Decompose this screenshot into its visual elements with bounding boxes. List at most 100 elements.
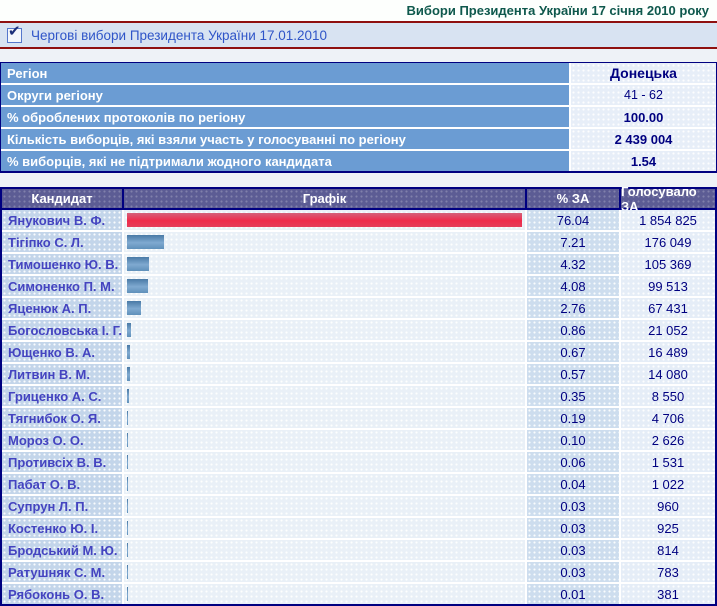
candidate-name: Тягнибок О. Я.: [2, 408, 122, 428]
percent-value: 0.03: [527, 496, 619, 516]
graph-cell: [124, 540, 525, 560]
percent-value: 0.03: [527, 562, 619, 582]
result-bar: [127, 389, 129, 403]
result-row: Тягнибок О. Я. 0.19 4 706: [2, 408, 715, 428]
percent-value: 7.21: [527, 232, 619, 252]
result-row: Пабат О. В. 0.04 1 022: [2, 474, 715, 494]
candidate-name: Литвин В. М.: [2, 364, 122, 384]
candidate-name: Янукович В. Ф.: [2, 210, 122, 230]
results-table-header: Кандидат Графік% ЗА Голосувало ЗА: [2, 184, 715, 214]
result-bar: [127, 477, 128, 491]
candidate-name: Гриценко А. С.: [2, 386, 122, 406]
percent-value: 0.04: [527, 474, 619, 494]
checked-checkbox-icon[interactable]: ✔: [7, 24, 22, 43]
result-bar: [127, 367, 130, 381]
result-bar: [127, 433, 128, 447]
result-row: Богословська І. Г. 0.86 21 052: [2, 320, 715, 340]
graph-cell: [124, 386, 525, 406]
region-info-row: % виборців, які не підтримали жодного ка…: [1, 151, 716, 171]
percent-value: 0.86: [527, 320, 619, 340]
percent-value: 0.03: [527, 540, 619, 560]
graph-cell: [124, 584, 525, 604]
votes-value: 67 431: [621, 298, 715, 318]
votes-value: 99 513: [621, 276, 715, 296]
graph-cell: [124, 298, 525, 318]
result-bar: [127, 323, 131, 337]
result-row: Супрун Л. П. 0.03 960: [2, 496, 715, 516]
result-bar: [127, 345, 130, 359]
votes-value: 2 626: [621, 430, 715, 450]
result-row: Симоненко П. М. 4.08 99 513: [2, 276, 715, 296]
result-bar: [127, 565, 128, 579]
election-title: Чергові вибори Президента України 17.01.…: [31, 27, 328, 43]
percent-value: 0.57: [527, 364, 619, 384]
percent-value: 2.76: [527, 298, 619, 318]
graph-cell: [124, 496, 525, 516]
graph-cell: [124, 364, 525, 384]
candidate-name: Супрун Л. П.: [2, 496, 122, 516]
result-row: Литвин В. М. 0.57 14 080: [2, 364, 715, 384]
graph-cell: [124, 562, 525, 582]
result-row: Яценюк А. П. 2.76 67 431: [2, 298, 715, 318]
percent-value: 4.32: [527, 254, 619, 274]
candidate-name: Ющенко В. А.: [2, 342, 122, 362]
graph-cell: [124, 276, 525, 296]
candidate-name: Рябоконь О. В.: [2, 584, 122, 604]
votes-value: 176 049: [621, 232, 715, 252]
region-info-table: Регіон Донецька Округи регіону 41 - 62% обр…: [0, 62, 717, 173]
votes-value: 783: [621, 562, 715, 582]
votes-value: 16 489: [621, 342, 715, 362]
candidate-name: Противсіх В. В.: [2, 452, 122, 472]
region-info-row: % оброблених протоколів по регіону 100.00: [1, 107, 716, 127]
candidate-name: Тимошенко Ю. В.: [2, 254, 122, 274]
result-row: Гриценко А. С. 0.35 8 550: [2, 386, 715, 406]
candidate-name: Богословська І. Г.: [2, 320, 122, 340]
graph-cell: [124, 254, 525, 274]
check-mark-icon: ✔: [8, 22, 21, 40]
result-bar: [127, 543, 128, 557]
candidate-name: Симоненко П. М.: [2, 276, 122, 296]
result-bar: [127, 587, 128, 601]
election-selector-bar[interactable]: ✔ Чергові вибори Президента України 17.0…: [0, 21, 717, 49]
candidate-name: Бродський М. Ю.: [2, 540, 122, 560]
region-info-label: % виборців, які не підтримали жодного ка…: [1, 151, 569, 171]
result-row: Ющенко В. А. 0.67 16 489: [2, 342, 715, 362]
percent-value: 0.03: [527, 518, 619, 538]
result-bar: [127, 499, 128, 513]
region-info-value: Донецька: [571, 63, 716, 83]
percent-value: 0.01: [527, 584, 619, 604]
result-row: Бродський М. Ю. 0.03 814: [2, 540, 715, 560]
candidate-name: Яценюк А. П.: [2, 298, 122, 318]
region-info-value: 2 439 004: [571, 129, 716, 149]
result-row: Противсіх В. В. 0.06 1 531: [2, 452, 715, 472]
column-header-graph: Графік: [124, 189, 525, 208]
region-info-label: % оброблених протоколів по регіону: [1, 107, 569, 127]
graph-cell: [124, 342, 525, 362]
candidate-name: Мороз О. О.: [2, 430, 122, 450]
graph-cell: [124, 474, 525, 494]
percent-value: 0.10: [527, 430, 619, 450]
region-info-row: Регіон Донецька: [1, 63, 716, 83]
votes-value: 1 531: [621, 452, 715, 472]
percent-value: 0.06: [527, 452, 619, 472]
percent-value: 0.35: [527, 386, 619, 406]
candidate-name: Костенко Ю. І.: [2, 518, 122, 538]
votes-value: 960: [621, 496, 715, 516]
result-row: Тимошенко Ю. В. 4.32 105 369: [2, 254, 715, 274]
candidate-name: Пабат О. В.: [2, 474, 122, 494]
result-bar: [127, 455, 128, 469]
graph-cell: [124, 232, 525, 252]
candidate-name: Тігіпко С. Л.: [2, 232, 122, 252]
result-row: Янукович В. Ф. 76.04 1 854 825: [2, 210, 715, 230]
candidate-name: Ратушняк С. М.: [2, 562, 122, 582]
result-bar: [127, 235, 164, 249]
results-table-body: Янукович В. Ф. 76.04 1 854 825 Тігіпко С. Л…: [2, 210, 715, 604]
region-info-row: Округи регіону 41 - 62: [1, 85, 716, 105]
votes-value: 381: [621, 584, 715, 604]
result-row: Тігіпко С. Л. 7.21 176 049: [2, 232, 715, 252]
column-header-percent: % ЗА: [527, 189, 619, 208]
result-row: Рябоконь О. В. 0.01 381: [2, 584, 715, 604]
result-row: Костенко Ю. І. 0.03 925: [2, 518, 715, 538]
result-bar: [127, 213, 522, 227]
votes-value: 814: [621, 540, 715, 560]
